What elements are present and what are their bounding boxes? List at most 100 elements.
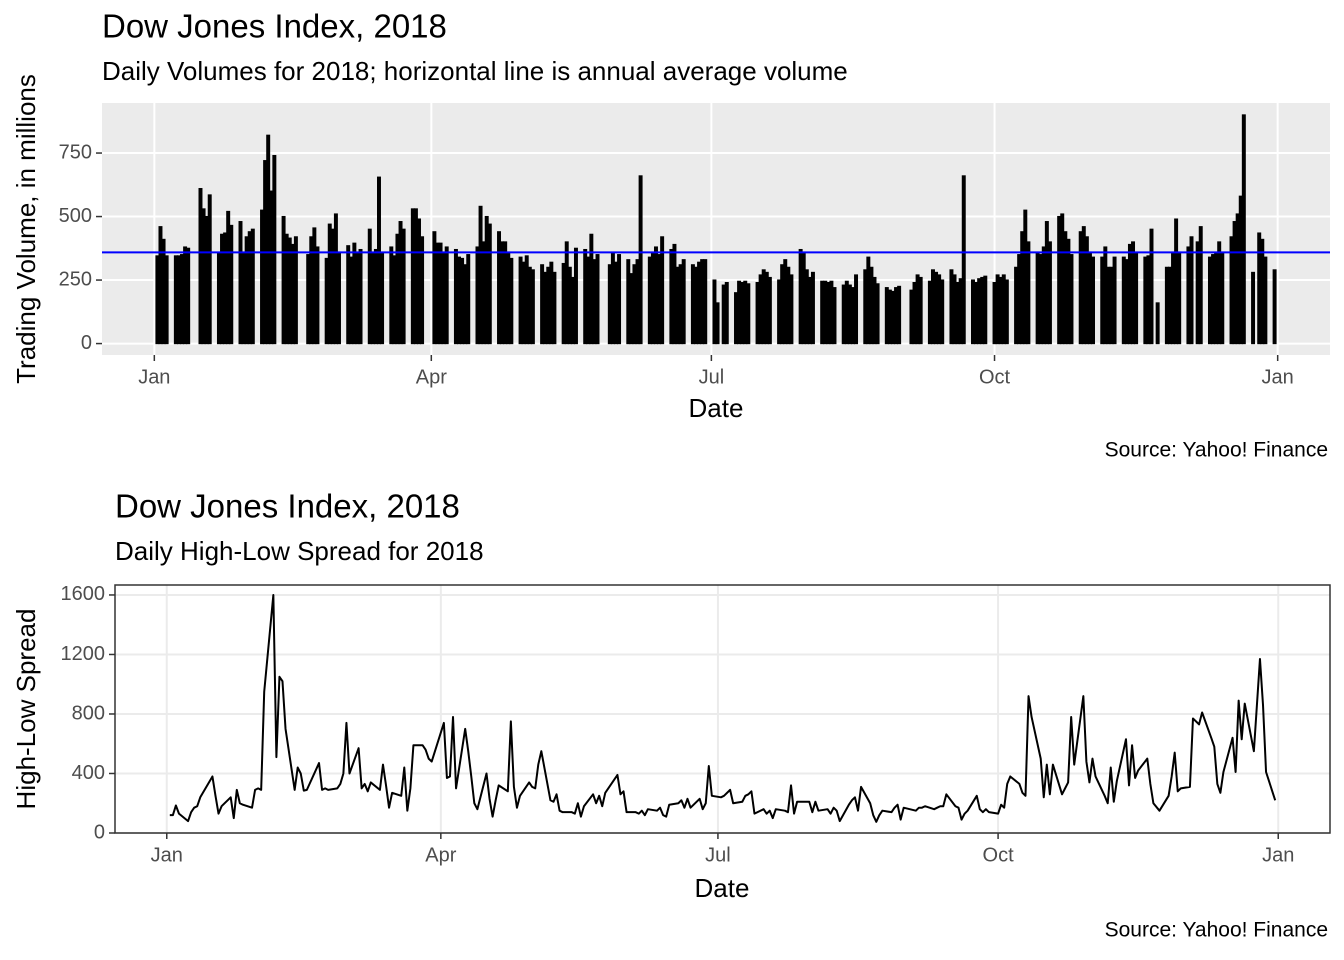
bar	[478, 205, 483, 345]
bar	[927, 280, 932, 345]
bar	[173, 255, 178, 345]
bar	[327, 223, 332, 345]
bar	[675, 266, 680, 345]
bar	[552, 271, 557, 345]
y-tick-label: 1600	[61, 583, 106, 605]
bar	[497, 231, 502, 345]
bar	[204, 215, 209, 345]
bar	[229, 224, 234, 345]
bar	[1066, 238, 1071, 345]
bar	[632, 264, 637, 345]
bar	[801, 251, 806, 345]
bar	[635, 259, 640, 345]
bar	[780, 264, 785, 345]
bar	[1167, 266, 1172, 345]
bar	[161, 238, 166, 345]
bar	[546, 266, 551, 345]
bar	[678, 264, 683, 345]
bar	[453, 248, 458, 345]
bar	[690, 264, 695, 345]
bar	[884, 287, 889, 345]
bar	[567, 266, 572, 345]
bar	[872, 276, 877, 345]
bar	[266, 134, 271, 345]
bar	[373, 248, 378, 345]
bar	[1198, 226, 1203, 345]
x-tick-label: Jan	[151, 844, 183, 866]
bar	[847, 284, 852, 345]
bar	[638, 175, 643, 345]
bar	[1106, 266, 1111, 345]
bar	[333, 213, 338, 345]
bar	[669, 248, 674, 345]
bar	[1143, 256, 1148, 345]
bar	[1207, 256, 1212, 345]
bar	[336, 251, 341, 345]
bar	[589, 233, 594, 345]
bar	[777, 279, 782, 345]
bar	[1035, 251, 1040, 345]
bar	[734, 292, 738, 345]
bar	[1004, 279, 1009, 345]
bar	[1103, 246, 1108, 345]
bar	[330, 228, 335, 345]
bar	[293, 236, 298, 345]
bar	[352, 242, 357, 345]
bar	[595, 254, 600, 345]
bar	[1189, 236, 1194, 345]
bar	[647, 256, 652, 345]
bar	[626, 259, 631, 345]
bar	[1214, 251, 1219, 345]
bar	[1217, 241, 1222, 345]
bar	[207, 194, 212, 345]
chart-subtitle: Daily High-Low Spread for 2018	[115, 536, 484, 566]
bar	[854, 274, 859, 345]
bar	[783, 259, 788, 345]
bar	[804, 269, 809, 345]
x-tick-label: Jul	[705, 844, 731, 866]
bar	[980, 276, 985, 345]
y-tick-label: 0	[94, 821, 105, 843]
bar	[272, 154, 277, 345]
bar	[1257, 232, 1262, 345]
bar	[949, 269, 954, 345]
plot-panel	[115, 585, 1330, 833]
y-tick-label: 750	[59, 141, 92, 163]
x-tick-label: Apr	[416, 366, 447, 388]
bar	[829, 280, 834, 345]
bar	[1260, 238, 1265, 345]
bar	[826, 282, 831, 345]
bar	[524, 255, 529, 345]
bar	[758, 274, 763, 345]
bar	[650, 251, 655, 345]
chart-title: Dow Jones Index, 2018	[102, 8, 447, 45]
bar	[721, 284, 726, 345]
bar	[974, 282, 979, 345]
bar	[703, 259, 708, 345]
bar	[660, 236, 665, 345]
bar	[1238, 195, 1243, 345]
bar	[420, 236, 425, 345]
bar	[930, 269, 935, 345]
bar	[1263, 256, 1268, 345]
bar	[1044, 221, 1049, 345]
bar	[389, 246, 394, 345]
bar	[1041, 246, 1046, 345]
bar	[613, 261, 618, 345]
bar	[992, 282, 997, 345]
y-axis-title: Trading Volume, in millions	[11, 74, 41, 384]
bar	[1177, 251, 1182, 345]
bar	[1232, 221, 1237, 345]
bar	[592, 259, 597, 345]
bar	[955, 282, 960, 345]
bar	[1109, 266, 1114, 345]
bar	[315, 246, 320, 345]
bar	[530, 269, 535, 345]
bar	[398, 221, 403, 345]
bar	[1251, 271, 1256, 345]
bar	[934, 271, 939, 345]
bar	[863, 269, 868, 345]
bar	[487, 223, 492, 345]
